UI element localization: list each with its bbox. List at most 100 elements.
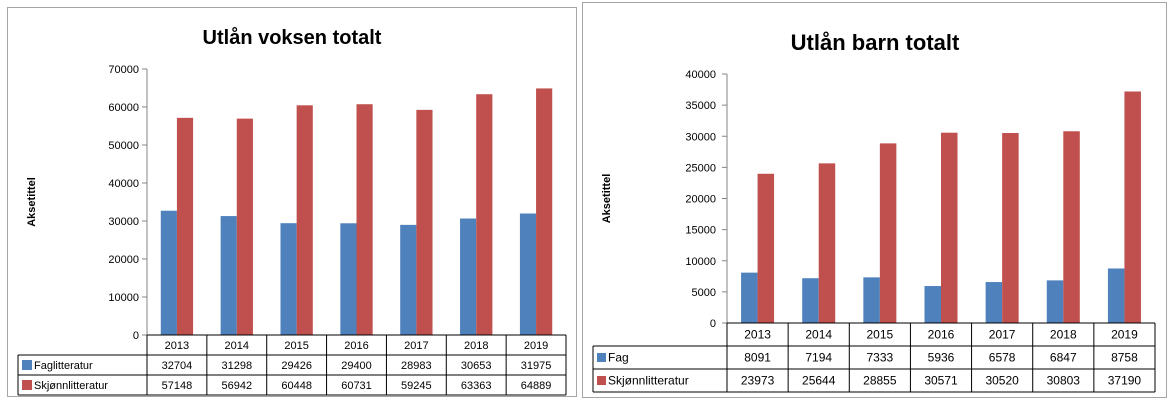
chart-adult-svg: Utlån voksen totalt Aksetittel 0 10000 20000… [17,26,567,396]
bar-skjønnlitteratur-2014 [236,118,253,336]
y-tick-label: 0 [133,330,139,342]
bar-skjønnlitteratur-2015 [879,143,897,323]
x-category-label: 2018 [464,340,488,352]
bar-faglitteratur-2017 [400,224,417,335]
bar-skjønnlitteratur-2014 [818,163,836,323]
bar-faglitteratur-2014 [220,216,237,335]
y-tick-label: 25000 [685,162,716,174]
data-table-value: 6578 [989,351,1016,365]
bar-skjønnlitteratur-2018 [476,94,493,335]
y-tick-label: 35000 [685,100,716,112]
data-table-value: 29426 [281,360,312,372]
bar-fag-2014 [802,278,819,323]
y-tick-label: 30000 [685,131,716,143]
data-table-value: 7194 [805,351,832,365]
bar-skjønnlitteratur-2015 [296,105,313,335]
data-table-value: 8758 [1111,351,1138,365]
data-table-value: 56942 [221,380,252,392]
bar-faglitteratur-2018 [460,218,477,335]
data-table-value: 28855 [863,374,897,388]
data-table-value: 59245 [401,380,432,392]
data-table-value: 6847 [1050,351,1077,365]
y-tick-label: 10000 [685,256,716,268]
bar-fag-2018 [1046,280,1064,323]
bar-faglitteratur-2016 [340,223,357,335]
data-table-value: 57148 [162,380,193,392]
data-table-value: 28983 [401,360,432,372]
y-tick-label: 40000 [685,69,716,81]
bar-fag-2017 [985,282,1003,323]
data-table-value: 8091 [744,351,771,365]
y-tick-label: 60000 [108,102,139,114]
y-tick-label: 40000 [108,178,139,190]
legend-series-name: Faglitteratur [34,360,93,372]
x-category-label: 2016 [928,328,955,342]
bar-skjønnlitteratur-2017 [1002,133,1019,323]
chart-panel-adult: Utlån voksen totalt Aksetittel 0 10000 20000… [7,7,577,397]
data-table-value: 30653 [461,360,492,372]
y-axis-label: Aksetittel [26,177,38,227]
data-table-value: 29400 [341,360,372,372]
legend-key-fag [597,353,606,362]
y-tick-label: 0 [710,318,716,330]
data-table-value: 64889 [521,380,552,392]
bar-fag-2013 [741,272,758,323]
bar-skjønnlitteratur-2016 [356,104,373,335]
bar-faglitteratur-2015 [280,223,297,335]
legend-key-skjønnlitteratur [597,376,606,385]
bar-faglitteratur-2019 [519,213,537,335]
x-category-label: 2014 [225,340,249,352]
x-category-label: 2013 [165,340,189,352]
bar-fag-2016 [924,286,941,323]
x-category-label: 2019 [1111,328,1138,342]
legend-key-faglitteratur [22,360,32,370]
chart-children-svg: Utlån barn totalt Aksetittel 0 5000 10000 150… [592,30,1156,393]
y-tick-label: 70000 [108,64,139,76]
y-tick-label: 15000 [685,225,716,237]
data-table-value: 31298 [221,360,252,372]
y-tick-label: 20000 [108,254,139,266]
legend-series-name: Fag [608,351,629,365]
bar-skjønnlitteratur-2019 [1124,91,1141,323]
chart-panel-children: Utlån barn totalt Aksetittel 0 5000 10000 150… [582,2,1167,398]
bar-skjønnlitteratur-2013 [757,173,775,323]
y-axis-label: Aksetittel [601,174,613,224]
chart-title: Utlån barn totalt [791,30,960,55]
x-category-label: 2015 [867,328,894,342]
data-table-value: 23973 [741,374,775,388]
y-tick-label: 20000 [685,194,716,206]
data-table-value: 63363 [461,380,492,392]
x-category-label: 2014 [805,328,832,342]
y-tick-label: 10000 [108,292,139,304]
x-category-label: 2013 [744,328,771,342]
x-category-label: 2017 [989,328,1016,342]
data-table-value: 32704 [162,360,193,372]
data-table-value: 31975 [521,360,552,372]
bar-skjønnlitteratur-2019 [536,88,553,335]
bar-skjønnlitteratur-2016 [941,132,958,323]
legend-series-name: Skjønnlitteratur [608,374,689,388]
y-tick-label: 5000 [692,287,716,299]
x-category-label: 2019 [524,340,548,352]
data-table-value: 60448 [281,380,312,392]
data-table-value: 60731 [341,380,372,392]
y-tick-label: 50000 [108,140,139,152]
bar-fag-2019 [1107,268,1125,323]
legend-series-name: Skjønnlitteratur [34,380,108,392]
x-category-label: 2015 [284,340,308,352]
legend-key-skjønnlitteratur [22,380,32,390]
data-table-value: 5936 [928,351,955,365]
x-category-label: 2017 [404,340,428,352]
y-tick-label: 30000 [108,216,139,228]
bar-fag-2015 [863,277,880,323]
data-table-value: 25644 [802,374,836,388]
x-category-label: 2016 [344,340,368,352]
bar-skjønnlitteratur-2013 [176,117,194,335]
chart-title: Utlån voksen totalt [203,26,382,49]
bar-faglitteratur-2013 [160,210,177,335]
bar-skjønnlitteratur-2017 [416,109,433,335]
bar-skjønnlitteratur-2018 [1063,131,1080,323]
x-category-label: 2018 [1050,328,1077,342]
data-table-value: 30803 [1047,374,1081,388]
data-table-value: 30571 [924,374,958,388]
